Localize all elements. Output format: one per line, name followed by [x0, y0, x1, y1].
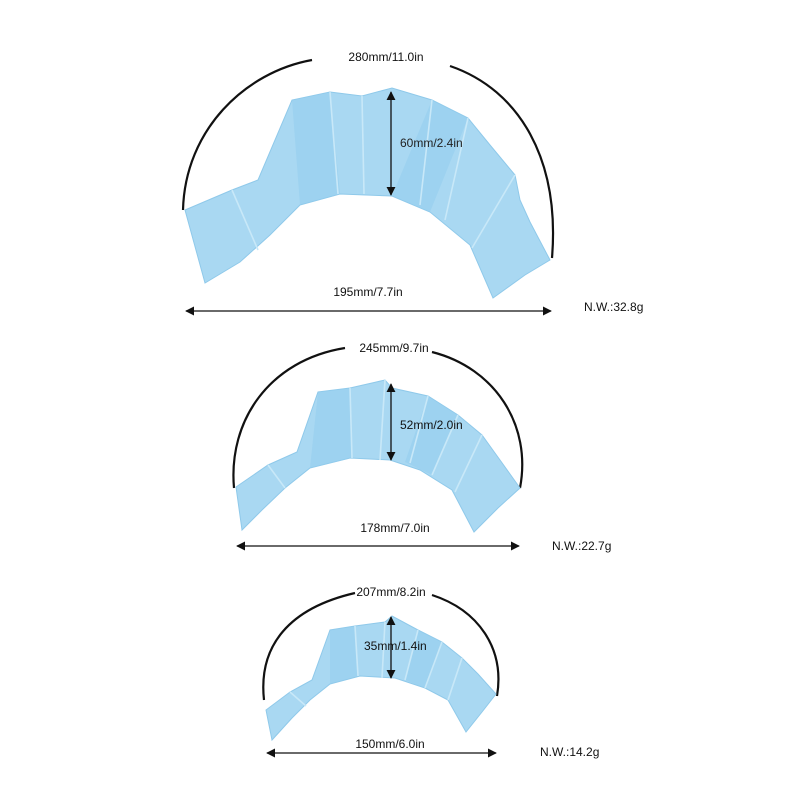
arc-line-small-right	[431, 593, 500, 697]
glove-small: 207mm/8.2in 35mm/1.4in 150mm/6.0in N.W.:…	[262, 585, 599, 759]
webbed-glove-large	[184, 87, 551, 299]
glove-medium: 245mm/9.7in 52mm/2.0in 178mm/7.0in N.W.:…	[232, 341, 611, 553]
net-weight-label-medium: N.W.:22.7g	[552, 539, 611, 553]
arc-line-large-right	[449, 64, 555, 259]
arc-line-medium-right	[431, 350, 524, 489]
net-weight-label-large: N.W.:32.8g	[584, 300, 643, 314]
width-label-large: 195mm/7.7in	[333, 285, 402, 299]
arc-line-small	[262, 591, 356, 701]
height-label-large: 60mm/2.4in	[400, 136, 463, 150]
glove-large: 280mm/11.0in 60mm/2.4in 195mm/7.7in N.W.…	[181, 50, 643, 316]
width-label-medium: 178mm/7.0in	[360, 521, 429, 535]
webbed-glove-small	[265, 615, 497, 742]
arc-length-label-medium: 245mm/9.7in	[359, 341, 428, 355]
arc-length-label-large: 280mm/11.0in	[348, 50, 423, 64]
arc-line-medium	[232, 346, 346, 489]
webbed-glove-medium	[235, 379, 521, 533]
arc-line-large	[181, 58, 313, 211]
net-weight-label-small: N.W.:14.2g	[540, 745, 599, 759]
arc-length-label-small: 207mm/8.2in	[356, 585, 425, 599]
width-label-small: 150mm/6.0in	[355, 737, 424, 751]
height-label-small: 35mm/1.4in	[364, 639, 427, 653]
height-label-medium: 52mm/2.0in	[400, 418, 463, 432]
